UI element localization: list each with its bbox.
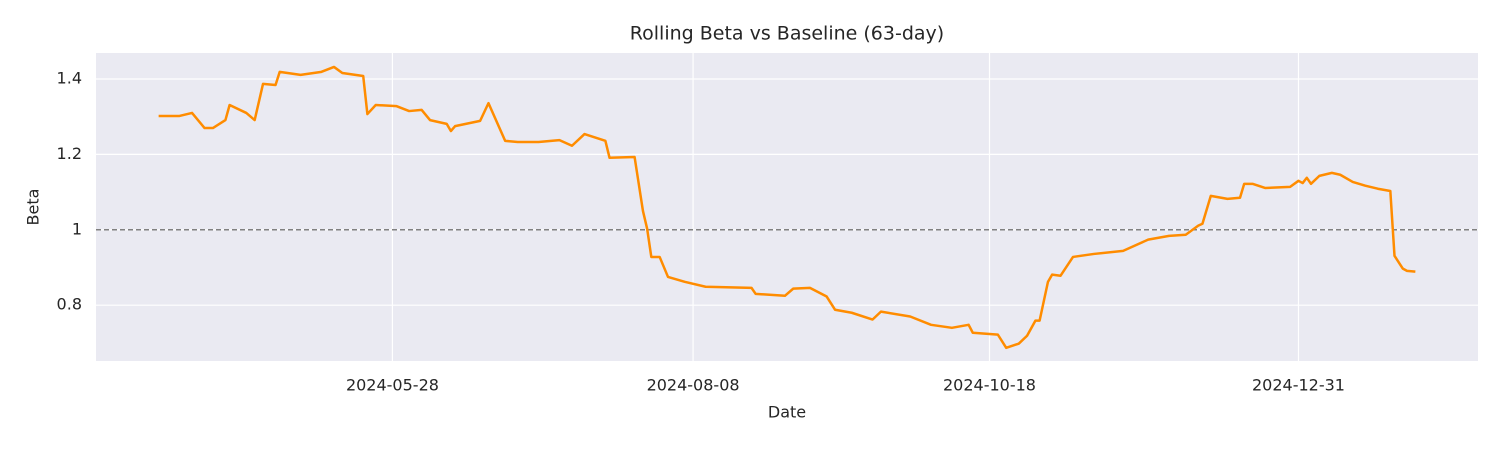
data-line — [158, 65, 1416, 350]
y-axis-label: Beta — [24, 189, 43, 226]
y-tick-label: 1 — [72, 219, 82, 238]
x-tick-label: 2024-08-08 — [647, 376, 740, 395]
chart-title: Rolling Beta vs Baseline (63-day) — [630, 23, 944, 45]
y-tick-label: 0.8 — [57, 295, 82, 314]
x-tick-label: 2024-10-18 — [943, 376, 1036, 395]
y-tick-label: 1.2 — [57, 144, 82, 163]
x-axis-label: Date — [768, 403, 806, 422]
plot-area — [96, 53, 1478, 361]
x-tick-label: 2024-12-31 — [1252, 376, 1345, 395]
y-tick-label: 1.4 — [57, 69, 82, 88]
x-tick-label: 2024-05-28 — [346, 376, 439, 395]
